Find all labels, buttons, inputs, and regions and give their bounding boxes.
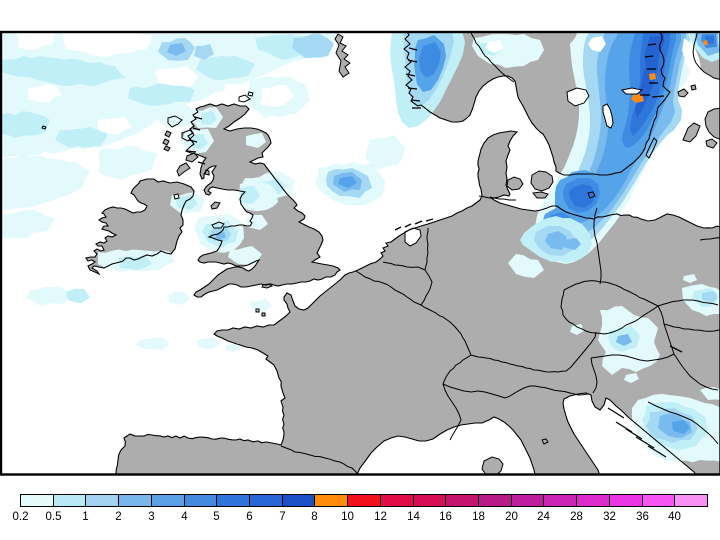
svg-text:40: 40: [668, 511, 681, 523]
svg-text:2: 2: [115, 511, 121, 523]
svg-text:14: 14: [407, 511, 420, 523]
svg-text:18: 18: [472, 511, 485, 523]
svg-text:16: 16: [439, 511, 452, 523]
svg-text:20: 20: [505, 511, 518, 523]
svg-text:1: 1: [82, 511, 88, 523]
svg-text:4: 4: [181, 511, 188, 523]
svg-text:6: 6: [246, 511, 252, 523]
svg-text:8: 8: [311, 511, 317, 523]
svg-text:3: 3: [148, 511, 154, 523]
svg-text:32: 32: [603, 511, 616, 523]
svg-text:28: 28: [570, 511, 583, 523]
svg-text:24: 24: [537, 511, 550, 523]
svg-text:36: 36: [636, 511, 649, 523]
svg-text:12: 12: [374, 511, 387, 523]
svg-text:0.5: 0.5: [46, 511, 62, 523]
svg-text:7: 7: [279, 511, 285, 523]
svg-text:10: 10: [341, 511, 354, 523]
svg-text:5: 5: [213, 511, 219, 523]
svg-text:0.2: 0.2: [13, 511, 29, 523]
